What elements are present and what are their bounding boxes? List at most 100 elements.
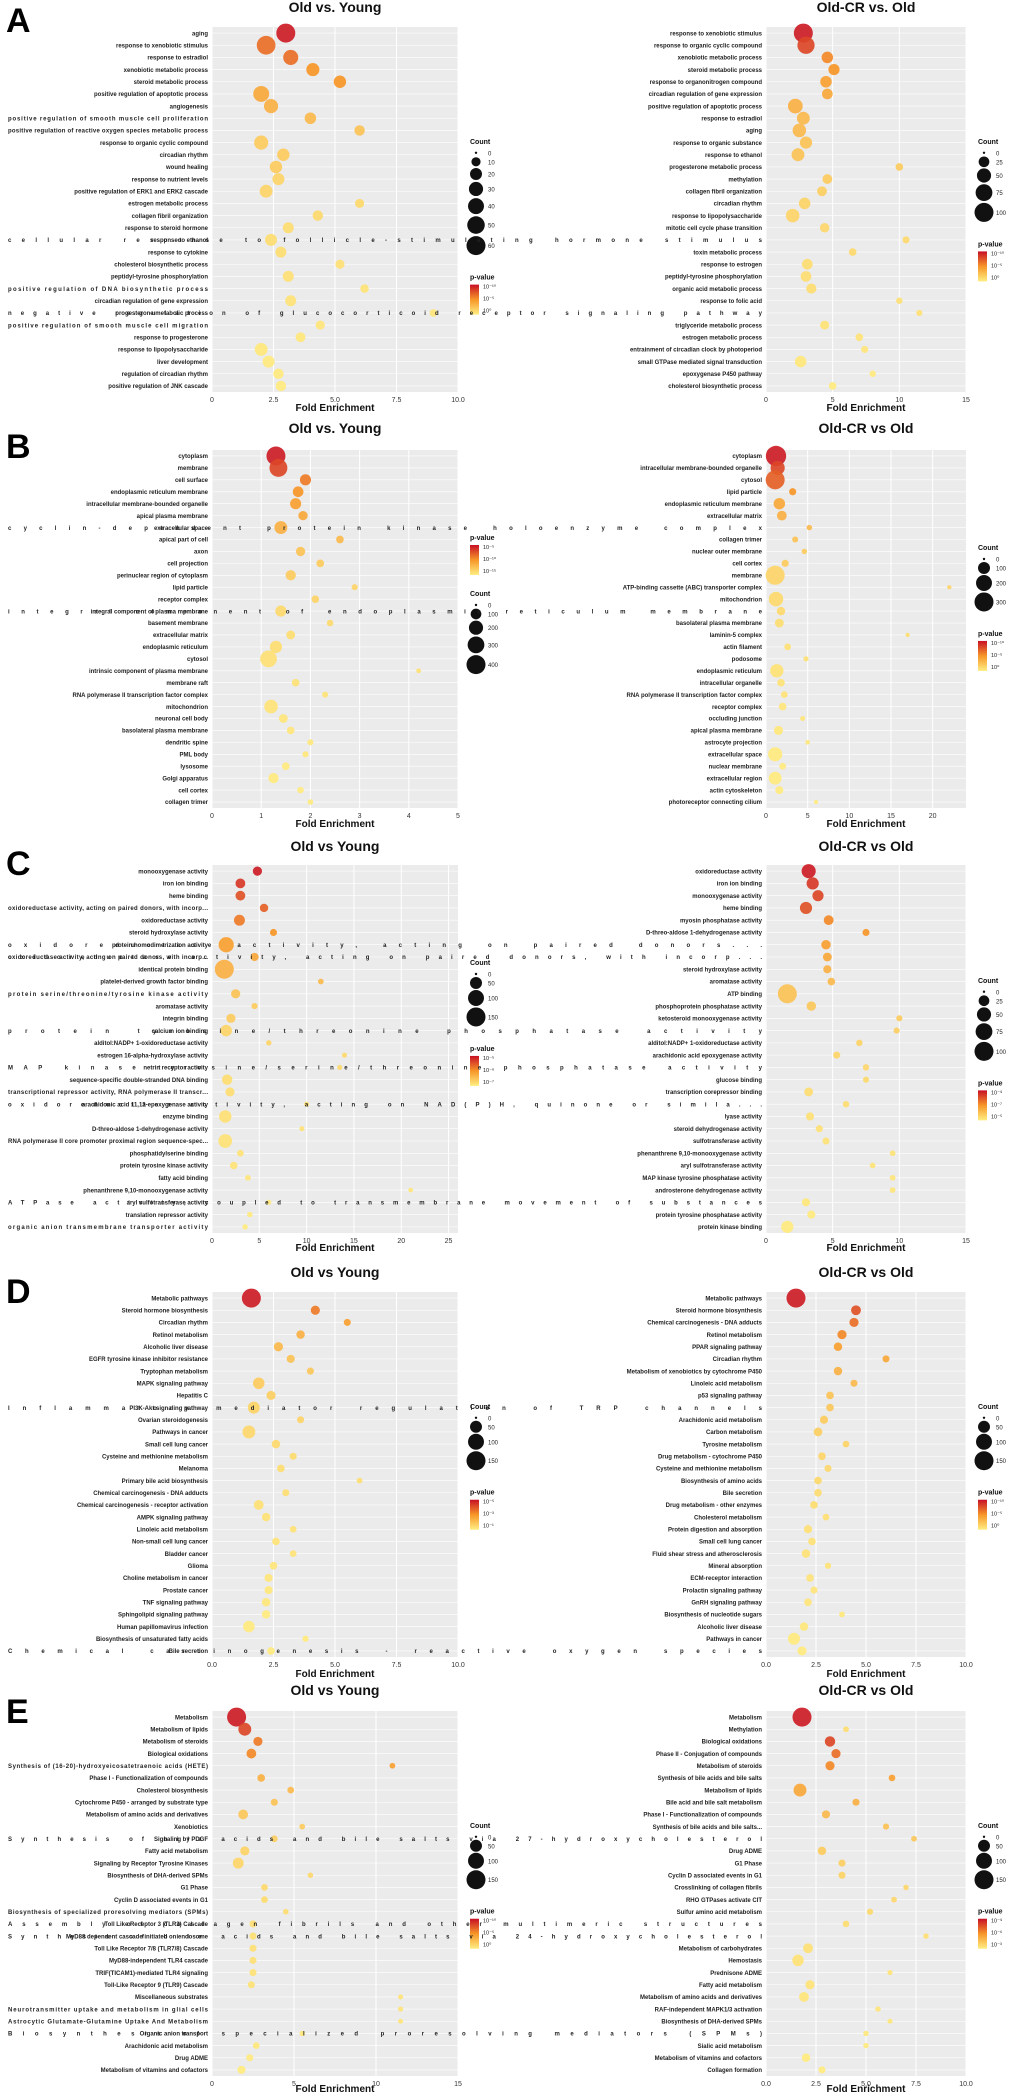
data-point: [275, 380, 287, 392]
term-label: endoplasmic reticulum: [143, 645, 208, 651]
size-legend-label: 150: [996, 1878, 1007, 1884]
size-legend-dot: [982, 990, 986, 993]
x-tick-label: 5: [257, 1238, 261, 1245]
chart-title: Old vs Young: [291, 1264, 380, 1280]
color-legend-bar: [470, 1918, 479, 1949]
color-legend-bar: [470, 284, 479, 315]
term-label: cholesterol biosynthetic process: [114, 262, 208, 268]
term-label: regulation of circadian rhythm: [122, 372, 208, 378]
data-point: [888, 1774, 896, 1782]
data-point: [800, 271, 812, 282]
data-point: [269, 640, 283, 654]
data-point: [887, 1970, 893, 1976]
size-legend-dot: [978, 562, 990, 574]
term-label: phenanthrene 9,10-monooxygenase activity: [83, 1188, 208, 1194]
term-label: Synthesis of (16-20)-hydroxyeicosatetrae…: [8, 1764, 208, 1770]
term-label: dendritic spine: [165, 741, 208, 747]
data-point: [241, 1288, 261, 1308]
term-label: Biosynthesis of unsaturated fatty acids: [96, 1637, 209, 1643]
size-legend-label: 50: [996, 1844, 1003, 1850]
data-point: [238, 1809, 249, 1820]
data-point: [812, 890, 824, 902]
term-label: liver development: [157, 360, 208, 366]
data-point: [818, 2066, 826, 2074]
x-axis-label: Fold Enrichment: [296, 1243, 376, 1254]
x-tick-label: 3: [358, 813, 362, 820]
color-legend-label: 10⁰: [483, 308, 492, 315]
data-point: [246, 2054, 254, 2062]
data-point: [848, 248, 857, 256]
x-tick-label: 0: [764, 1238, 768, 1245]
color-legend-label: 10⁻⁵: [991, 652, 1002, 659]
term-label: Sulfur amino acid metabolism: [677, 1910, 762, 1916]
size-legend-title: Count: [470, 1404, 491, 1411]
term-label: Chemical carcinogenesis - receptor activ…: [77, 1503, 208, 1509]
data-point: [801, 2053, 811, 2062]
term-label: fatty acid binding: [158, 1176, 208, 1182]
term-label: methylation: [728, 177, 762, 183]
x-tick-label: 0.0: [761, 2081, 771, 2088]
term-label: PML body: [179, 753, 208, 759]
data-point: [837, 1329, 847, 1340]
data-point: [247, 1981, 255, 1989]
term-label: Cholesterol metabolism: [694, 1515, 762, 1521]
data-point: [220, 1024, 232, 1037]
data-point: [225, 1087, 235, 1097]
term-label: estrogen 16-alpha-hydroxylase activity: [97, 1053, 208, 1059]
term-label: podosome: [732, 657, 763, 663]
term-label: aryl sulfotransferase activity: [681, 1164, 763, 1170]
term-label: Metabolism: [175, 1715, 208, 1721]
data-point: [304, 112, 317, 124]
size-legend-label: 0: [488, 1835, 492, 1841]
color-legend-label: 10⁻¹⁰: [483, 284, 497, 291]
data-point: [791, 148, 805, 162]
term-label: response to xenobiotic stimulus: [116, 43, 209, 49]
data-point: [821, 1810, 831, 1819]
term-label: peptidyl-tyrosine phosphorylation: [111, 275, 208, 281]
term-label: glucose binding: [716, 1078, 762, 1084]
chart-title: Old vs Young: [291, 1682, 380, 1698]
data-point: [789, 488, 797, 496]
panel-letter-e: E: [6, 1693, 29, 1731]
term-label: MyD88-independent TLR4 cascade: [109, 1959, 209, 1965]
data-point: [287, 1786, 295, 1794]
color-legend-label: 10⁻⁵: [483, 1499, 494, 1506]
term-label: aromatase activity: [710, 980, 763, 986]
data-point: [286, 726, 295, 735]
data-point: [249, 1920, 257, 1928]
term-label: Metabolism of vitamins and cofactors: [101, 2068, 209, 2074]
x-axis-label: Fold Enrichment: [827, 403, 907, 414]
size-legend-dot: [978, 1839, 990, 1852]
x-axis-label: Fold Enrichment: [296, 2084, 376, 2095]
data-point: [307, 1872, 314, 1878]
x-axis-label: Fold Enrichment: [296, 403, 376, 414]
data-point: [218, 937, 234, 953]
x-tick-label: 15: [887, 813, 895, 820]
data-point: [804, 1598, 812, 1607]
term-label: collagen trimer: [719, 538, 763, 544]
term-label: integrin binding: [163, 1017, 209, 1023]
data-point: [311, 595, 320, 603]
size-legend-dot: [474, 972, 478, 976]
data-point: [801, 1198, 811, 1207]
x-tick-label: 5: [456, 813, 460, 820]
size-legend-dot: [466, 1870, 486, 1890]
legend: Count 0 50 100 150 p-value 10⁻¹⁰ 10⁻⁵ 10⁰: [466, 1823, 499, 1949]
term-label: organic anion transmembrane transporter …: [8, 1225, 209, 1231]
term-label: extracellular space: [708, 753, 763, 759]
x-tick-label: 10.0: [959, 1662, 973, 1669]
data-point: [818, 1452, 826, 1461]
data-point: [778, 702, 787, 711]
data-point: [355, 198, 365, 209]
data-point: [273, 368, 284, 379]
size-legend-title: Count: [978, 139, 999, 146]
term-label: response to organic substance: [673, 141, 762, 147]
data-point: [408, 1187, 414, 1193]
data-point: [242, 1224, 248, 1230]
data-point: [398, 2018, 404, 2024]
data-point: [831, 1748, 841, 1759]
term-label: extracellular space: [154, 526, 209, 532]
data-point: [253, 1500, 264, 1510]
size-legend-dot: [470, 1839, 482, 1852]
term-label: positive regulation of ERK1 and ERK2 cas…: [74, 189, 208, 195]
